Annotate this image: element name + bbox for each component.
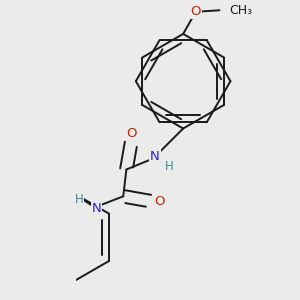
Text: H: H (165, 160, 173, 173)
Text: H: H (75, 193, 83, 206)
Text: N: N (92, 202, 101, 215)
Text: O: O (154, 194, 165, 208)
Text: O: O (126, 127, 136, 140)
Text: O: O (190, 5, 201, 18)
Text: CH₃: CH₃ (230, 4, 253, 17)
Text: N: N (150, 150, 160, 164)
